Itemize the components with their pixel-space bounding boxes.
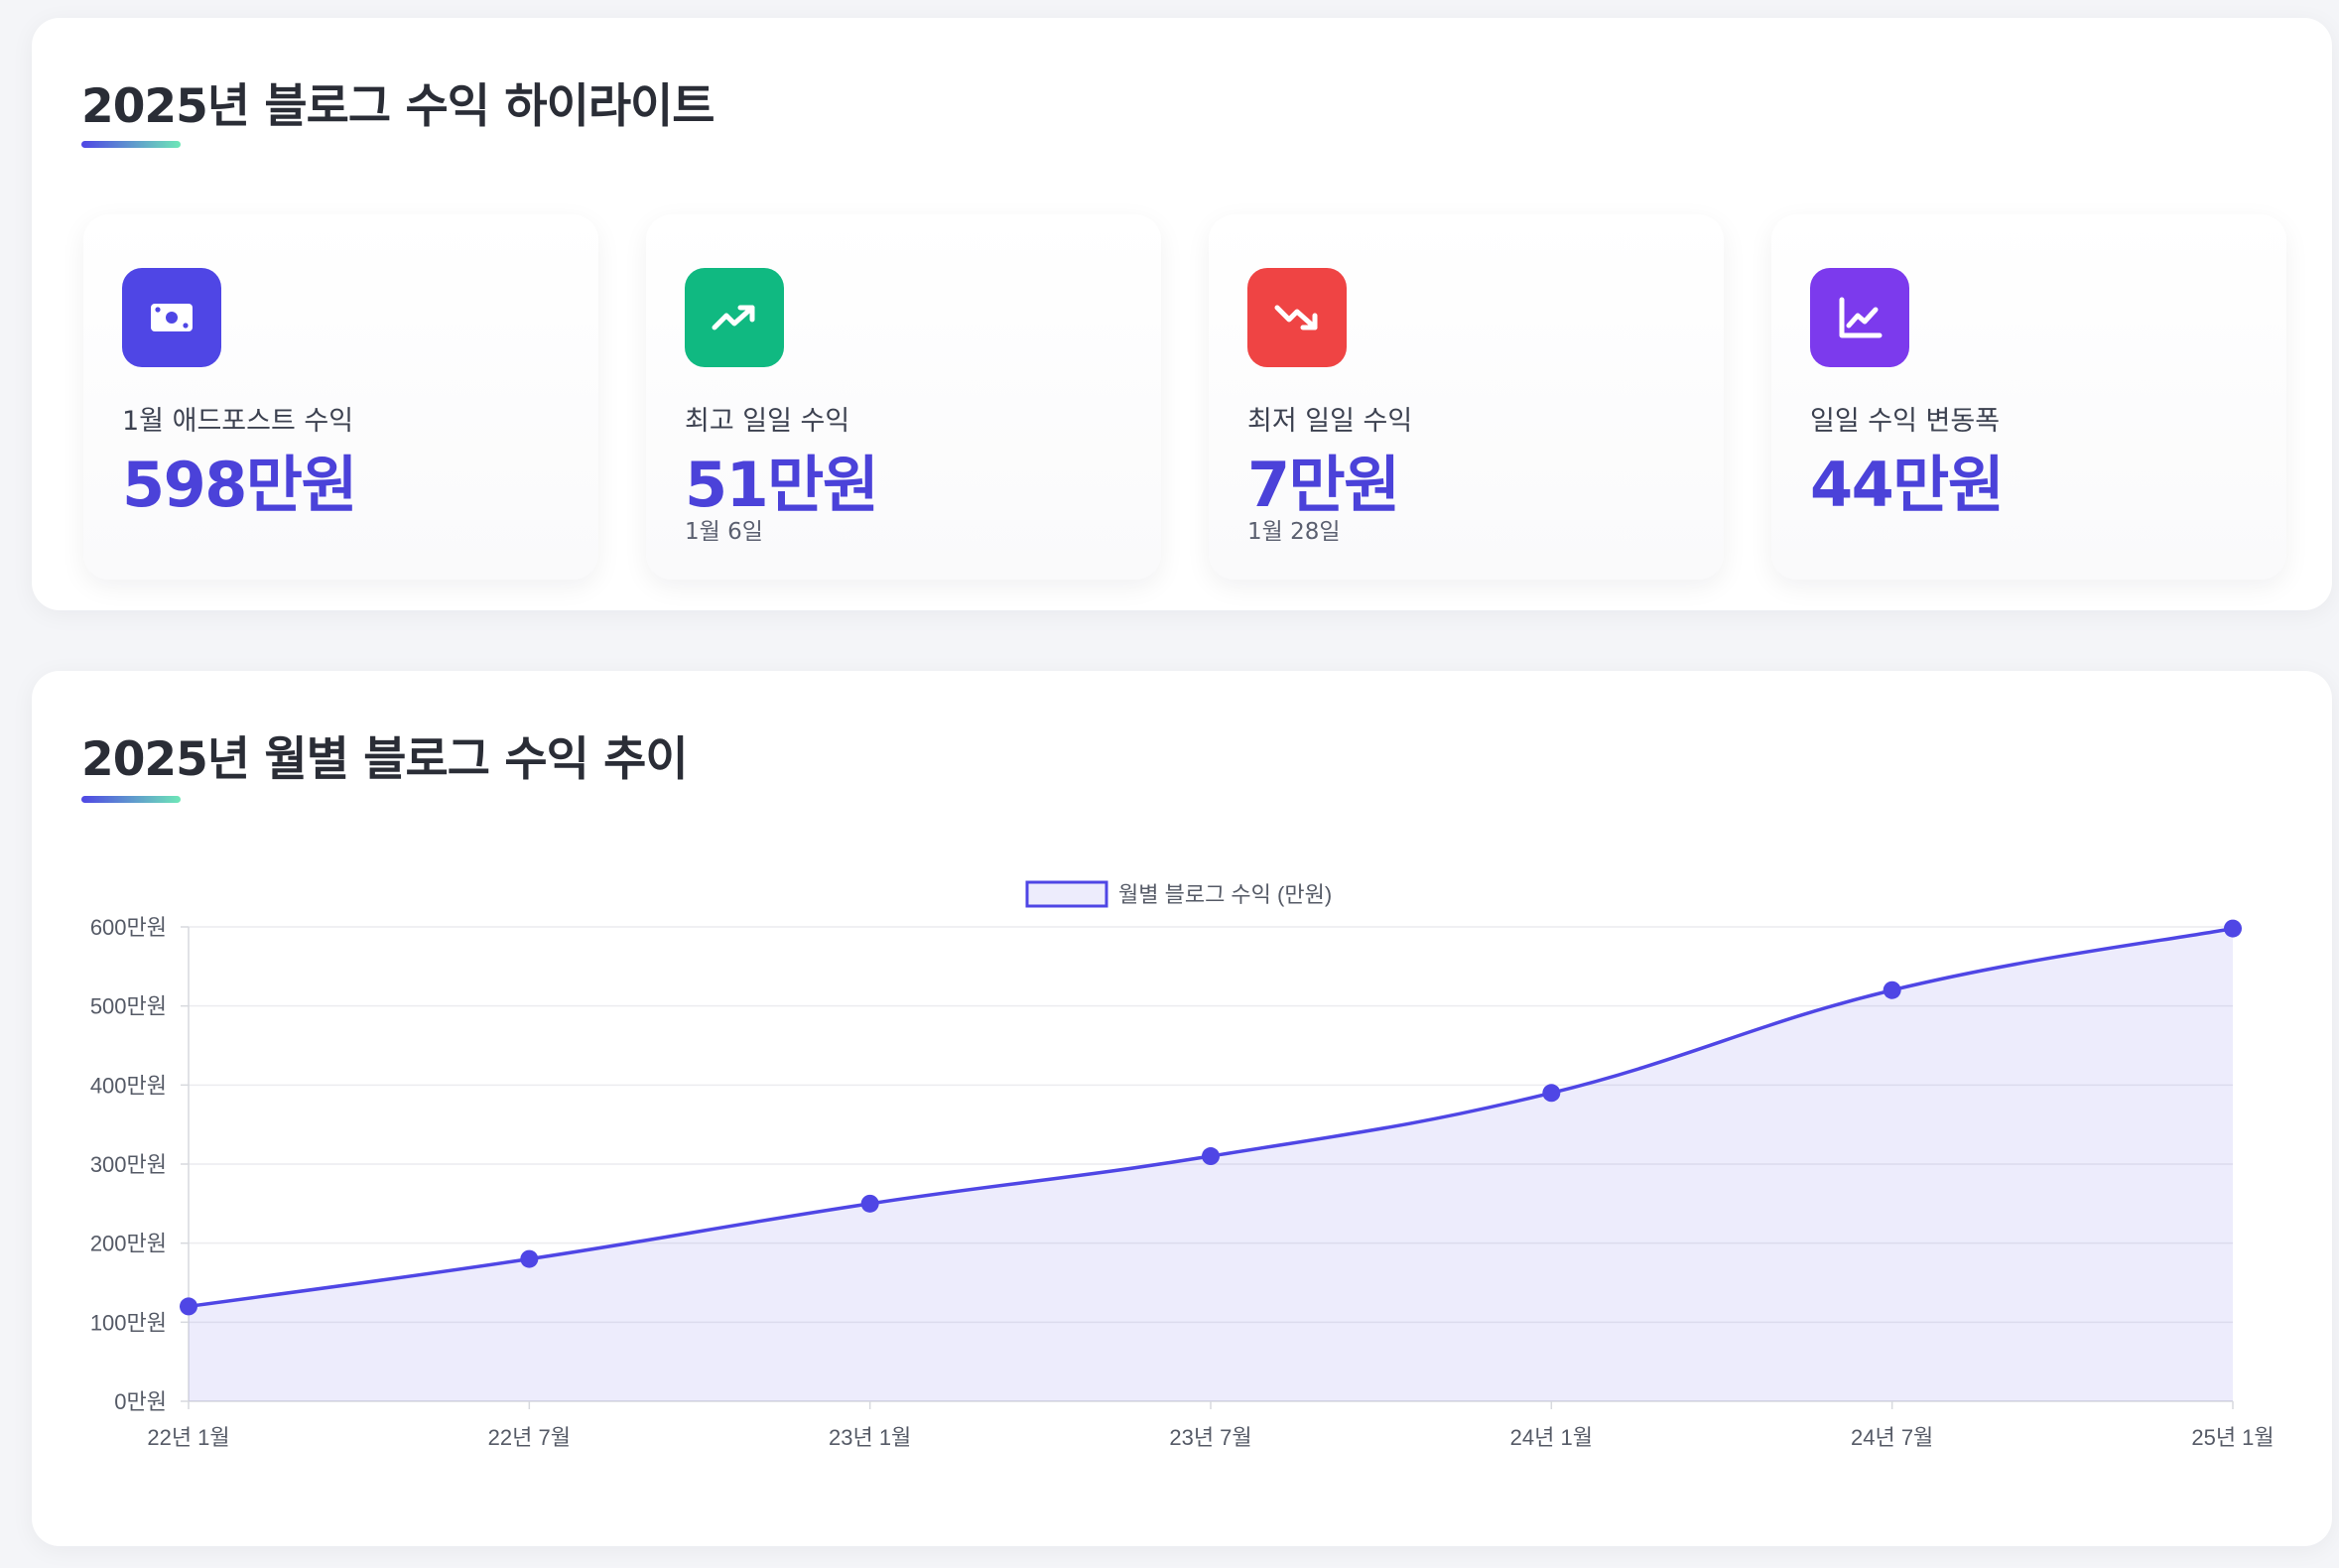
x-tick-label: 24년 7월 [1851,1425,1933,1450]
x-tick-label: 22년 1월 [147,1425,229,1450]
title-underline [81,141,181,148]
stat-value: 7만원 [1247,449,1400,521]
stat-card-max-daily: 최고 일일 수익 51만원 1월 6일 [646,214,1161,580]
highlights-card: 2025년 블로그 수익 하이라이트 1월 애드포스트 수익 598만원 최고 … [32,18,2332,610]
stat-value: 51만원 [685,449,879,521]
y-tick-label: 300만원 [90,1152,167,1177]
x-tick-label: 23년 7월 [1169,1425,1251,1450]
y-tick-label: 200만원 [90,1232,167,1256]
data-point [1202,1147,1220,1166]
y-tick-label: 500만원 [90,994,167,1019]
line-chart-icon [1810,268,1909,367]
data-point [1883,980,1901,999]
stat-label: 최저 일일 수익 [1247,406,1413,437]
trend-title: 2025년 월별 블로그 수익 추이 [81,732,689,787]
title-underline [81,796,181,803]
stat-card-min-daily: 최저 일일 수익 7만원 1월 28일 [1209,214,1724,580]
stat-date: 1월 28일 [1247,519,1341,545]
trending-up-icon [685,268,784,367]
x-tick-label: 25년 1월 [2191,1425,2274,1450]
stat-card-january-adpost: 1월 애드포스트 수익 598만원 [83,214,598,580]
stat-label: 최고 일일 수익 [685,406,850,437]
y-tick-label: 0만원 [114,1389,167,1414]
data-point [2224,919,2242,938]
stat-label: 1월 애드포스트 수익 [122,406,354,437]
legend-swatch [1025,880,1108,908]
trending-down-icon [1247,268,1347,367]
y-tick-label: 100만원 [90,1310,167,1335]
x-tick-label: 23년 1월 [829,1425,911,1450]
x-tick-label: 24년 1월 [1510,1425,1593,1450]
data-point [180,1297,197,1316]
y-tick-label: 400만원 [90,1073,167,1098]
stat-card-daily-range: 일일 수익 변동폭 44만원 [1771,214,2286,580]
stat-value: 44만원 [1810,449,2005,521]
stat-value: 598만원 [122,449,358,521]
x-tick-label: 22년 7월 [488,1425,571,1450]
stat-date: 1월 6일 [685,519,763,545]
y-tick-label: 600만원 [90,915,167,940]
data-point [520,1249,539,1268]
legend-label: 월별 블로그 수익 (만원) [1118,882,1332,907]
stat-label: 일일 수익 변동폭 [1810,406,2001,437]
highlights-title: 2025년 블로그 수익 하이라이트 [81,79,715,134]
data-point [1542,1084,1561,1103]
trend-card: 2025년 월별 블로그 수익 추이 [32,671,2332,1546]
data-point [860,1194,879,1213]
money-icon [122,268,221,367]
